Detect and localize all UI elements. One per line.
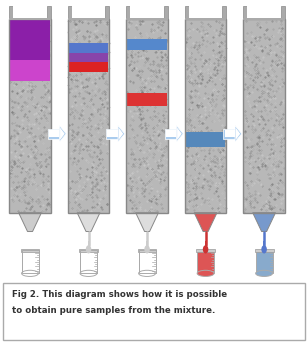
Bar bbox=[186, 132, 225, 147]
Bar bbox=[130, 6, 164, 19]
Polygon shape bbox=[194, 213, 217, 232]
Polygon shape bbox=[119, 128, 123, 140]
Polygon shape bbox=[60, 128, 65, 140]
Bar bbox=[165, 129, 176, 139]
Bar bbox=[223, 129, 235, 139]
Bar bbox=[164, 6, 168, 19]
Text: to obtain pure samples from the mixture.: to obtain pure samples from the mixture. bbox=[12, 306, 216, 315]
Bar bbox=[247, 6, 281, 19]
Bar bbox=[47, 6, 51, 19]
Polygon shape bbox=[253, 213, 276, 232]
Bar bbox=[10, 60, 50, 81]
Text: Fig 2. This diagram shows how it is possible: Fig 2. This diagram shows how it is poss… bbox=[12, 290, 227, 299]
Polygon shape bbox=[235, 126, 242, 142]
Bar bbox=[126, 19, 168, 213]
Bar bbox=[243, 6, 247, 19]
Bar bbox=[21, 249, 39, 252]
Bar bbox=[222, 6, 226, 19]
Polygon shape bbox=[177, 128, 182, 140]
Bar bbox=[281, 6, 285, 19]
Bar bbox=[139, 250, 156, 273]
Bar bbox=[22, 250, 38, 273]
Bar bbox=[9, 19, 51, 213]
Bar bbox=[127, 39, 167, 50]
Polygon shape bbox=[236, 128, 240, 140]
Bar bbox=[79, 249, 98, 252]
Ellipse shape bbox=[261, 245, 267, 253]
Bar bbox=[69, 62, 108, 72]
FancyArrow shape bbox=[87, 241, 89, 246]
Ellipse shape bbox=[86, 245, 91, 253]
Bar bbox=[225, 130, 235, 137]
FancyArrow shape bbox=[146, 241, 148, 246]
Bar bbox=[49, 130, 59, 137]
Bar bbox=[105, 6, 109, 19]
Ellipse shape bbox=[22, 270, 38, 276]
Bar bbox=[185, 19, 226, 213]
Bar bbox=[22, 250, 38, 273]
Ellipse shape bbox=[144, 245, 150, 253]
Bar bbox=[69, 43, 108, 53]
Bar bbox=[126, 18, 168, 20]
Bar bbox=[166, 130, 176, 137]
Bar bbox=[80, 250, 97, 273]
Ellipse shape bbox=[203, 245, 208, 253]
Ellipse shape bbox=[256, 270, 273, 276]
Bar bbox=[138, 249, 156, 252]
Bar bbox=[185, 18, 226, 20]
Bar bbox=[126, 19, 168, 213]
Bar bbox=[68, 19, 109, 213]
Bar bbox=[68, 6, 72, 19]
Bar bbox=[9, 19, 51, 213]
Bar bbox=[68, 18, 109, 20]
Polygon shape bbox=[136, 213, 159, 232]
Ellipse shape bbox=[197, 270, 214, 276]
Polygon shape bbox=[18, 213, 42, 232]
Bar bbox=[69, 53, 108, 62]
Ellipse shape bbox=[139, 270, 156, 276]
Bar bbox=[9, 6, 13, 19]
Bar bbox=[185, 6, 189, 19]
Bar bbox=[243, 19, 285, 213]
Bar bbox=[256, 250, 273, 273]
Polygon shape bbox=[118, 126, 125, 142]
Bar bbox=[185, 19, 226, 213]
Bar bbox=[9, 18, 51, 20]
Bar bbox=[255, 249, 274, 252]
Bar bbox=[107, 130, 118, 137]
FancyArrow shape bbox=[263, 241, 265, 246]
FancyArrow shape bbox=[205, 241, 206, 246]
Bar bbox=[196, 249, 215, 252]
Bar bbox=[189, 6, 222, 19]
Polygon shape bbox=[77, 213, 100, 232]
Bar bbox=[80, 250, 97, 273]
Bar bbox=[106, 129, 118, 139]
Bar bbox=[13, 6, 47, 19]
Polygon shape bbox=[59, 126, 66, 142]
Bar bbox=[126, 6, 130, 19]
Polygon shape bbox=[176, 126, 183, 142]
Bar bbox=[68, 19, 109, 213]
Bar bbox=[10, 19, 50, 60]
Bar bbox=[72, 6, 105, 19]
Bar bbox=[127, 93, 167, 106]
Bar bbox=[48, 129, 59, 139]
FancyBboxPatch shape bbox=[3, 283, 305, 340]
Ellipse shape bbox=[80, 270, 97, 276]
Bar bbox=[243, 19, 285, 213]
Bar bbox=[243, 18, 285, 20]
Bar bbox=[139, 250, 156, 273]
Bar bbox=[197, 250, 214, 273]
